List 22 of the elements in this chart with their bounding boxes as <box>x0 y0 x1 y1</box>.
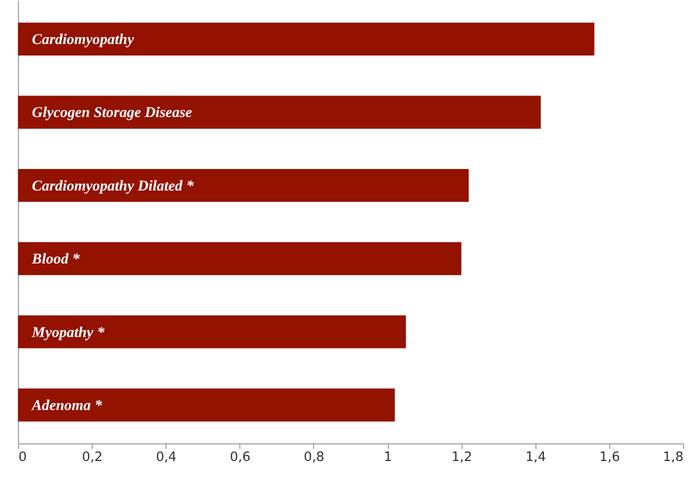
x-tick-label: 1,6 <box>599 450 620 465</box>
x-tick-label: 1 <box>384 450 392 465</box>
bar <box>18 315 406 348</box>
bar <box>18 242 462 276</box>
x-tick-label: 1,2 <box>452 450 472 465</box>
x-tick-label: 0,4 <box>156 450 177 465</box>
x-tick-label: 0,2 <box>82 450 103 465</box>
x-tick-label: 1,4 <box>525 450 546 465</box>
bar <box>18 388 395 422</box>
x-tick-label: 0 <box>18 450 27 465</box>
x-tick-label: 0,6 <box>230 450 250 465</box>
y-tick-label: Cardiomyopathy <box>32 32 134 48</box>
y-tick-label: Blood * <box>30 252 80 268</box>
y-tick-label: Adenoma * <box>30 398 103 414</box>
x-tick-label: 0,8 <box>304 450 324 465</box>
y-tick-label: Cardiomyopathy Dilated * <box>32 178 194 194</box>
x-tick-label: 1,8 <box>662 450 684 465</box>
y-tick-label: Myopathy * <box>30 324 106 341</box>
bar <box>18 96 541 129</box>
bar <box>18 168 469 202</box>
bar <box>18 22 594 56</box>
y-tick-label: Glycogen Storage Disease <box>32 105 192 122</box>
